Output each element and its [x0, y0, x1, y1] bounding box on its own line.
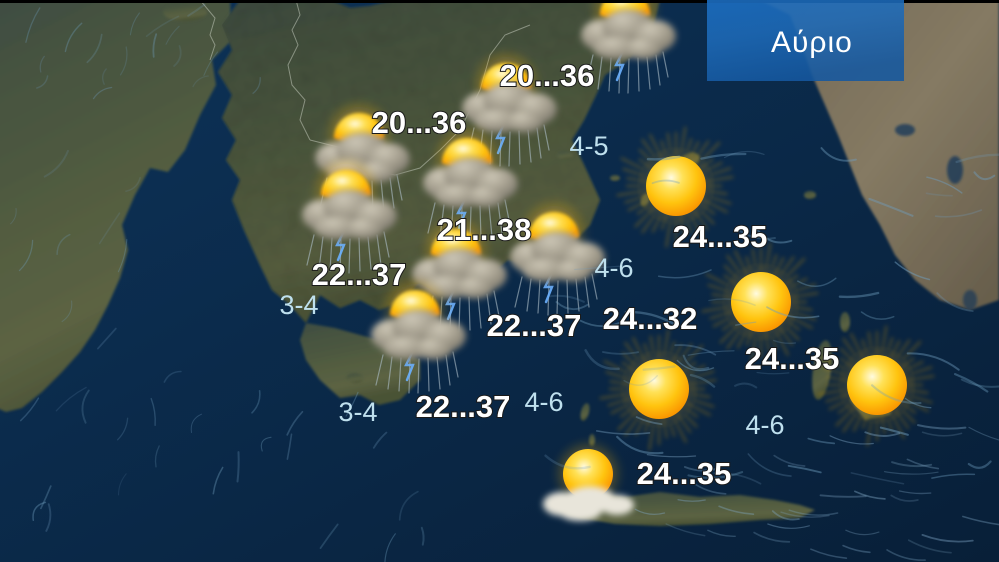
svg-text:20...36: 20...36 — [500, 58, 595, 93]
svg-text:22...37: 22...37 — [416, 389, 511, 424]
svg-text:4-6: 4-6 — [524, 387, 563, 417]
svg-text:20...36: 20...36 — [372, 105, 467, 140]
svg-text:24...35: 24...35 — [745, 341, 840, 376]
svg-text:24...35: 24...35 — [673, 219, 768, 254]
svg-text:4-6: 4-6 — [745, 410, 784, 440]
svg-text:21...38: 21...38 — [437, 212, 532, 247]
svg-text:Αύριο: Αύριο — [771, 26, 853, 59]
svg-text:3-4: 3-4 — [338, 397, 377, 427]
svg-text:4-5: 4-5 — [569, 131, 608, 161]
svg-text:3-4: 3-4 — [279, 290, 318, 320]
svg-text:24...32: 24...32 — [603, 301, 698, 336]
svg-text:22...37: 22...37 — [312, 257, 407, 292]
svg-text:24...35: 24...35 — [637, 456, 732, 491]
svg-text:4-6: 4-6 — [594, 253, 633, 283]
svg-text:22...37: 22...37 — [487, 308, 582, 343]
